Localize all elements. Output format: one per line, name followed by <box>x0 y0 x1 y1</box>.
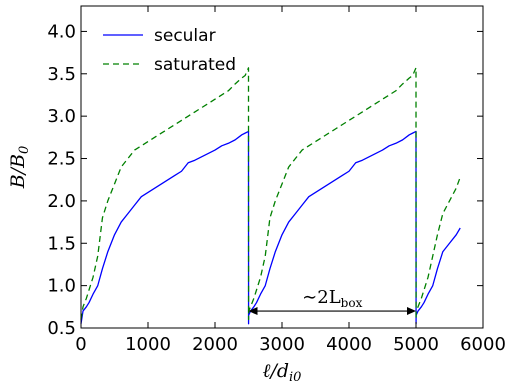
annotation-label-sub: box <box>341 296 363 310</box>
y-axis-label: B/B0 <box>7 146 32 190</box>
x-tick-label: 1000 <box>125 334 171 355</box>
x-tick-label: 4000 <box>326 334 372 355</box>
y-tick-label: 0.5 <box>47 318 76 339</box>
legend-label-saturated: saturated <box>154 55 236 75</box>
series-layer <box>80 67 461 325</box>
annotation-arrowhead-left <box>248 307 258 316</box>
annotation-arrowhead-right <box>407 307 416 316</box>
x-axis-label: ℓ/di0 <box>263 360 302 383</box>
y-tick-label: 3.0 <box>47 106 76 127</box>
annotation-layer: ∼2Lbox <box>248 287 416 316</box>
legend-label-secular: secular <box>154 26 216 46</box>
x-tick-label: 5000 <box>393 334 439 355</box>
legend: secular saturated <box>103 26 236 75</box>
x-tick-label: 0 <box>75 334 86 355</box>
y-tick-label: 1.0 <box>47 276 76 297</box>
y-axis-ticks: 0.5 1.0 1.5 2.0 2.5 3.0 3.5 4.0 <box>47 21 483 339</box>
plot-area <box>81 6 483 328</box>
x-axis-label-sub: i0 <box>289 370 301 383</box>
x-axis-label-main: ℓ/d <box>263 360 289 382</box>
y-tick-label: 2.0 <box>47 191 76 212</box>
x-tick-label: 6000 <box>460 334 506 355</box>
y-tick-label: 4.0 <box>47 21 76 42</box>
annotation-label-main: ∼2L <box>302 287 341 308</box>
y-tick-label: 3.5 <box>47 64 76 85</box>
y-tick-label: 1.5 <box>47 233 76 254</box>
x-tick-label: 3000 <box>259 334 305 355</box>
x-axis-ticks: 0 1000 2000 3000 4000 5000 6000 <box>75 6 506 355</box>
y-tick-label: 2.5 <box>47 149 76 170</box>
annotation-label: ∼2Lbox <box>302 287 362 310</box>
x-tick-label: 2000 <box>192 334 238 355</box>
y-axis-label-sub: 0 <box>17 146 32 154</box>
y-axis-label-main: B/B <box>7 154 29 189</box>
series-line-secular <box>80 130 461 325</box>
